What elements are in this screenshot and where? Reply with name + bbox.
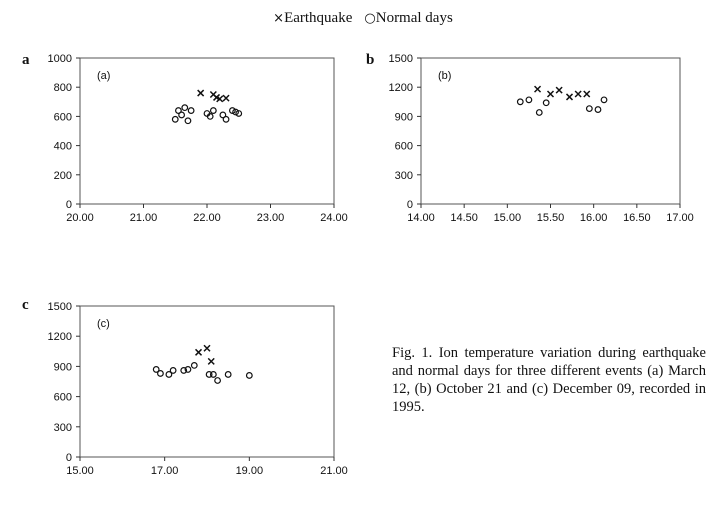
y-tick-label: 800 bbox=[54, 82, 72, 94]
y-tick-label: 400 bbox=[54, 141, 72, 153]
legend-earthquake-label: Earthquake bbox=[284, 10, 353, 26]
earthquake-point bbox=[565, 93, 574, 101]
x-tick-label: 21.00 bbox=[320, 465, 348, 477]
normal-days-marker-icon: ○ bbox=[364, 11, 376, 26]
normal-day-point bbox=[184, 117, 192, 125]
y-tick-label: 200 bbox=[54, 170, 72, 182]
normal-day-point bbox=[219, 111, 227, 119]
x-tick-label: 15.00 bbox=[66, 465, 94, 477]
normal-day-point bbox=[181, 104, 189, 112]
normal-day-point bbox=[222, 115, 230, 123]
y-tick-label: 0 bbox=[407, 199, 413, 211]
normal-day-point bbox=[206, 112, 214, 120]
x-tick-label: 15.00 bbox=[494, 212, 522, 224]
plot-frame-c bbox=[79, 305, 335, 458]
x-tick-label: 16.50 bbox=[623, 212, 651, 224]
panel-inner-label-b: (b) bbox=[438, 70, 451, 82]
normal-day-point bbox=[600, 96, 608, 104]
normal-day-point bbox=[209, 107, 217, 114]
x-tick-label: 14.50 bbox=[450, 212, 478, 224]
x-tick-label: 15.50 bbox=[537, 212, 565, 224]
panel-letter-a: a bbox=[22, 52, 30, 68]
x-tick-label: 14.00 bbox=[407, 212, 435, 224]
x-tick-label: 17.00 bbox=[151, 465, 179, 477]
panel-inner-label-c: (c) bbox=[97, 318, 110, 330]
earthquake-point bbox=[216, 95, 224, 103]
normal-day-point bbox=[235, 110, 243, 117]
normal-day-point bbox=[152, 366, 160, 373]
normal-day-point bbox=[516, 98, 524, 106]
normal-day-point bbox=[187, 107, 195, 114]
scatter-chart-c: 0 300 600 900 1200 1500 15.00 17.00 19.00 21.00 (c… bbox=[48, 301, 348, 477]
legend-normal-days-label: Normal days bbox=[375, 10, 453, 26]
panel-inner-label-a: (a) bbox=[97, 70, 110, 82]
y-tick-label: 300 bbox=[395, 170, 413, 182]
normal-day-point bbox=[224, 371, 232, 378]
normal-day-point bbox=[184, 366, 192, 373]
x-tick-label: 17.00 bbox=[666, 212, 694, 224]
x-tick-label: 19.00 bbox=[236, 465, 264, 477]
panel-letter-b: b bbox=[366, 52, 375, 68]
normal-day-point bbox=[232, 108, 239, 116]
normal-day-point bbox=[525, 96, 533, 104]
plot-frame-b bbox=[420, 57, 681, 205]
normal-day-point bbox=[178, 111, 186, 119]
y-tick-label: 0 bbox=[66, 199, 72, 211]
x-tick-label: 22.00 bbox=[193, 212, 221, 224]
x-tick-label: 20.00 bbox=[66, 212, 94, 224]
chart-legend: ×Earthquake ○Normal days bbox=[0, 10, 726, 27]
y-tick-label: 1200 bbox=[389, 82, 413, 94]
y-tick-label: 300 bbox=[54, 422, 72, 434]
earthquake-marker-icon: × bbox=[273, 11, 285, 26]
x-tick-label: 16.00 bbox=[580, 212, 608, 224]
normal-day-point bbox=[245, 372, 253, 379]
x-tick-label: 21.00 bbox=[130, 212, 158, 224]
normal-day-point bbox=[180, 367, 188, 374]
scatter-chart-a: 0 200 400 600 800 1000 20.00 21.00 22.00 23.00 24.… bbox=[48, 53, 348, 224]
normal-day-point bbox=[214, 377, 221, 384]
earthquake-point bbox=[546, 90, 555, 98]
earthquake-point bbox=[534, 85, 542, 93]
normal-day-point bbox=[169, 367, 177, 374]
normal-day-point bbox=[209, 371, 217, 378]
normal-day-point bbox=[175, 107, 182, 114]
plot-frame-a bbox=[79, 57, 335, 205]
normal-day-point bbox=[535, 109, 543, 116]
normal-day-point bbox=[594, 106, 602, 113]
earthquake-point bbox=[195, 348, 203, 356]
scatter-chart-b: 0 300 600 900 1200 1500 14.00 14.50 15.00 15.50 16… bbox=[389, 53, 694, 224]
x-tick-label: 24.00 bbox=[320, 212, 348, 224]
y-tick-label: 600 bbox=[54, 392, 72, 404]
earthquake-point bbox=[203, 344, 211, 352]
y-tick-label: 1500 bbox=[389, 53, 413, 65]
normal-day-point bbox=[228, 107, 236, 114]
normal-day-point bbox=[165, 371, 173, 378]
panel-letter-c: c bbox=[22, 297, 29, 313]
earthquake-point bbox=[555, 86, 563, 94]
y-tick-label: 0 bbox=[66, 452, 72, 464]
y-tick-label: 600 bbox=[395, 141, 413, 153]
x-tick-label: 23.00 bbox=[257, 212, 285, 224]
earthquake-point bbox=[197, 89, 205, 97]
normal-day-point bbox=[190, 361, 198, 369]
earthquake-point bbox=[574, 90, 582, 98]
y-tick-label: 900 bbox=[395, 111, 413, 123]
earthquake-point bbox=[207, 357, 215, 365]
normal-day-point bbox=[157, 370, 164, 377]
y-tick-label: 1000 bbox=[48, 53, 72, 65]
normal-day-point bbox=[171, 115, 179, 123]
normal-day-point bbox=[205, 371, 213, 378]
normal-day-point bbox=[542, 99, 550, 107]
earthquake-point bbox=[222, 94, 230, 102]
y-tick-label: 900 bbox=[54, 361, 72, 373]
earthquake-point bbox=[583, 90, 591, 98]
y-tick-label: 600 bbox=[54, 111, 72, 123]
figure-caption: Fig. 1. Ion temperature variation during… bbox=[392, 345, 706, 415]
normal-day-point bbox=[585, 105, 593, 113]
y-tick-label: 1200 bbox=[48, 331, 72, 343]
y-tick-label: 1500 bbox=[48, 301, 72, 313]
